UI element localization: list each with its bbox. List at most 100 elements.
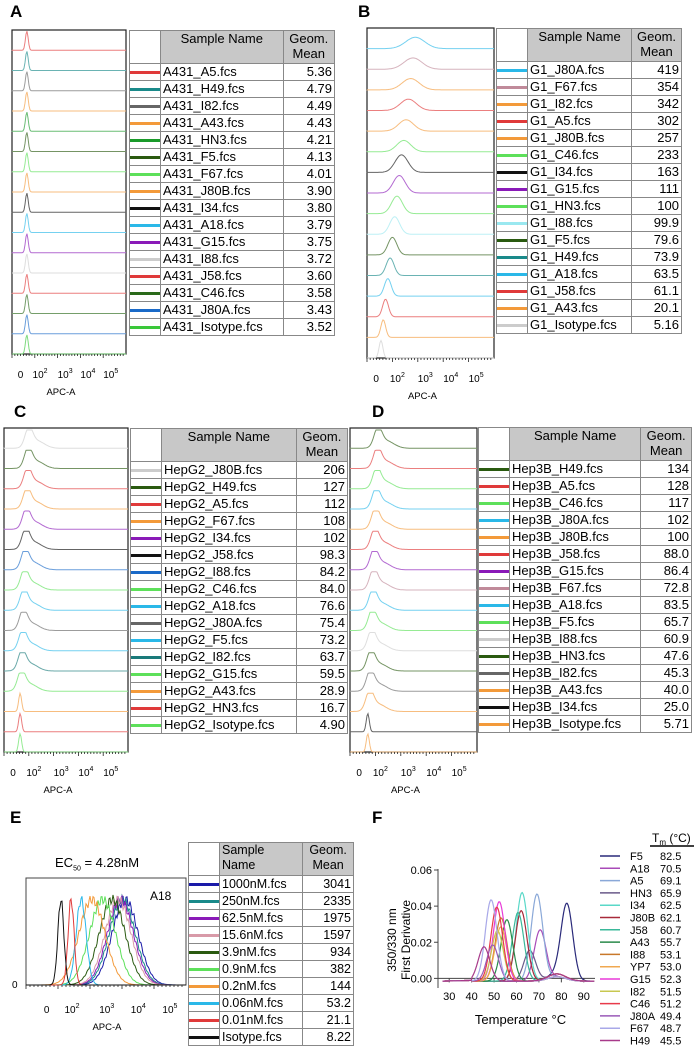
- table-row: Hep3B_A18.fcs 83.5: [478, 596, 692, 614]
- table-row: G1_J80B.fcs 257: [496, 129, 682, 147]
- sample-name-cell: 250nM.fcs: [218, 892, 304, 910]
- legend-swatch: [130, 716, 162, 734]
- geom-mean-cell: 73.9: [631, 248, 682, 266]
- x-tick-label: 105: [162, 1003, 177, 1016]
- table-row: Hep3B_I82.fcs 45.3: [478, 664, 692, 682]
- legend-tm-j80b: 62.1: [660, 913, 681, 925]
- legend-swatch: [478, 596, 510, 614]
- table-row: G1_G15.fcs 111: [496, 180, 682, 198]
- table-header-row: Sample Name Geom. Mean: [129, 30, 335, 64]
- geom-mean-cell: 3.60: [282, 267, 335, 285]
- table-row: HepG2_A43.fcs 28.9: [130, 682, 349, 700]
- sample-name-cell: HepG2_HN3.fcs: [161, 699, 297, 717]
- legend-tm-j80a: 49.4: [660, 1011, 681, 1023]
- geom-mean-cell: 28.9: [295, 682, 349, 700]
- legend-swatch: [478, 715, 510, 733]
- histogram-trace-hep3b-a43-fcs: [350, 692, 477, 712]
- legend-tm-c46: 51.2: [660, 999, 681, 1011]
- geom-mean-cell: 53.2: [302, 994, 354, 1012]
- geom-mean-cell: 354: [631, 78, 682, 96]
- histogram-trace-hep3b-i34-fcs: [349, 712, 477, 733]
- table-row: G1_I34.fcs 163: [496, 163, 682, 181]
- legend-label-h49: H49: [630, 1036, 650, 1048]
- legend-title: Tm (°C): [652, 831, 691, 847]
- table-row: Hep3B_J58.fcs 88.0: [478, 545, 692, 563]
- table-row: Isotype.fcs 8.22: [188, 1028, 354, 1046]
- geom-mean-cell: 108: [295, 512, 349, 530]
- x-tick-label: 0: [10, 768, 16, 779]
- swatch-header: [130, 428, 162, 462]
- histogram-panel-a: 0 102 103 104 105 APC-A: [11, 29, 127, 398]
- derivative-curve-h49: [442, 946, 595, 982]
- sample-name-cell: G1_A18.fcs: [526, 265, 633, 283]
- histogram-trace-a431-i82-fcs: [11, 71, 126, 92]
- geom-mean-cell: 5.16: [631, 316, 682, 334]
- histogram-trace-g1-f67-fcs: [366, 57, 494, 70]
- table-row: A431_A18.fcs 3.79: [129, 216, 335, 234]
- sample-name-cell: G1_F67.fcs: [526, 78, 633, 96]
- x-axis-label: Temperature °C: [475, 1012, 566, 1027]
- legend-label-i88: I88: [630, 949, 645, 961]
- sample-name-cell: A431_F67.fcs: [160, 165, 284, 183]
- legend-swatch: [129, 131, 161, 149]
- geom-mean-cell: 112: [295, 495, 349, 513]
- y-tick-label: 0.04: [411, 901, 432, 913]
- x-tick-label: 102: [64, 1003, 79, 1016]
- geom-mean-cell: 72.8: [640, 579, 692, 597]
- histogram-trace-a431-c46-fcs: [12, 294, 126, 314]
- sample-name-cell: Hep3B_Isotype.fcs: [508, 715, 642, 733]
- x-tick-label: 0: [44, 1005, 50, 1016]
- table-row: G1_HN3.fcs 100: [496, 197, 682, 215]
- sample-name-cell: HepG2_Isotype.fcs: [161, 716, 297, 734]
- geom-mean-header: Geom. Mean: [631, 28, 682, 62]
- legend-swatch: [130, 461, 162, 479]
- histogram-panel-d: 0 102 103 104 105 APC-A: [349, 427, 478, 796]
- table-panel-b: Sample Name Geom. Mean G1_J80A.fcs 419 G1_F6…: [496, 28, 682, 334]
- legend-swatch: [478, 698, 510, 716]
- geom-mean-cell: 128: [640, 477, 692, 495]
- table-row: 0.01nM.fcs 21.1: [188, 1011, 354, 1029]
- swatch-header: [478, 427, 510, 461]
- legend-label-j58: J58: [630, 925, 648, 937]
- histogram-trace-hepg2-f67-fcs: [4, 490, 128, 510]
- sample-name-cell: A431_I34.fcs: [160, 199, 284, 217]
- histogram-trace-g1-j80a-fcs: [366, 36, 494, 50]
- geom-mean-cell: 25.0: [640, 698, 692, 716]
- geom-mean-cell: 4.21: [282, 131, 335, 149]
- legend-swatch: [188, 892, 220, 910]
- x-tick-label: 105: [103, 368, 118, 381]
- sample-name-cell: HepG2_A18.fcs: [161, 597, 297, 615]
- histogram-panel-e: A18 0 0 102 103 104 105 APC-A: [12, 877, 187, 1033]
- histogram-trace-g1-i34-fcs: [366, 154, 494, 173]
- histogram-trace-a431-a18-fcs: [12, 213, 126, 233]
- sample-name-cell: A431_A5.fcs: [160, 63, 284, 81]
- histogram-trace-a431-j80a-fcs: [11, 314, 126, 335]
- geom-mean-cell: 4.49: [282, 97, 335, 115]
- legend-label-yp7: YP7: [630, 962, 651, 974]
- legend-swatch: [496, 282, 528, 300]
- table-row: Hep3B_F67.fcs 72.8: [478, 579, 692, 597]
- sample-name-cell: Hep3B_I82.fcs: [508, 664, 642, 682]
- table-row: HepG2_J58.fcs 98.3: [130, 546, 349, 564]
- histogram-trace-hep3b-h49-fcs: [349, 429, 477, 449]
- histogram-trace-g1-i88-fcs: [366, 216, 494, 235]
- sample-name-cell: A431_C46.fcs: [160, 284, 284, 302]
- legend-swatch: [129, 233, 161, 251]
- legend-swatch: [496, 299, 528, 317]
- x-tick-label: 104: [78, 766, 93, 779]
- sample-name-cell: 0.9nM.fcs: [218, 960, 304, 978]
- ec50-title: EC50 = 4.28nM: [55, 855, 139, 873]
- histogram-trace-hep3b-c46-fcs: [349, 470, 477, 490]
- geom-mean-cell: 382: [302, 960, 354, 978]
- sample-name-cell: Hep3B_HN3.fcs: [508, 647, 642, 665]
- geom-mean-cell: 127: [295, 478, 349, 496]
- sample-name-cell: Isotype.fcs: [218, 1028, 304, 1046]
- legend-swatch: [496, 231, 528, 249]
- histogram-trace-hep3b-hn3-fcs: [350, 652, 477, 672]
- x-tick-label: 30: [443, 991, 455, 1003]
- table-row: Hep3B_Isotype.fcs 5.71: [478, 715, 692, 733]
- table-row: G1_A18.fcs 63.5: [496, 265, 682, 283]
- geom-mean-cell: 144: [302, 977, 354, 995]
- y-tick-label: 0.02: [411, 937, 432, 949]
- legend-tm-f5: 82.5: [660, 851, 681, 863]
